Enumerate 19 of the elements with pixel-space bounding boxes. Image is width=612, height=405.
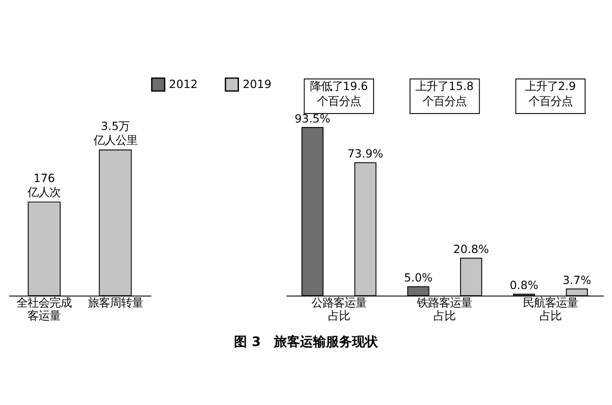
text: 上升了15.8个百分点 <box>416 80 474 108</box>
caption: 图 3 旅客运输服务现状 <box>234 334 379 350</box>
x-tick-label: 铁路客运量占比 <box>416 296 472 322</box>
x-tick-label: 民航客运量占比 <box>522 296 578 322</box>
x-tick-label: 旅客周转量 <box>88 296 143 310</box>
data-label: 5.0% <box>404 271 433 284</box>
data-label: 3.5万亿人公里 <box>92 120 138 147</box>
data-label: 93.5% <box>294 112 331 126</box>
text: 上升了2.9个百分点 <box>525 80 576 108</box>
data-label: 0.8% <box>510 278 539 292</box>
x-tick-label: 全社会完成客运量 <box>16 296 72 322</box>
legend-label: 2012 <box>169 78 198 92</box>
data-label: 73.9% <box>348 148 384 161</box>
x-tick-label: 公路客运量占比 <box>311 296 366 322</box>
data-label: 176亿人次 <box>26 172 61 199</box>
data-label: 3.7% <box>562 274 592 287</box>
data-label: 20.8% <box>453 243 490 256</box>
text: 降低了19.6个百分点 <box>310 80 368 108</box>
legend-label: 2019 <box>242 78 272 92</box>
